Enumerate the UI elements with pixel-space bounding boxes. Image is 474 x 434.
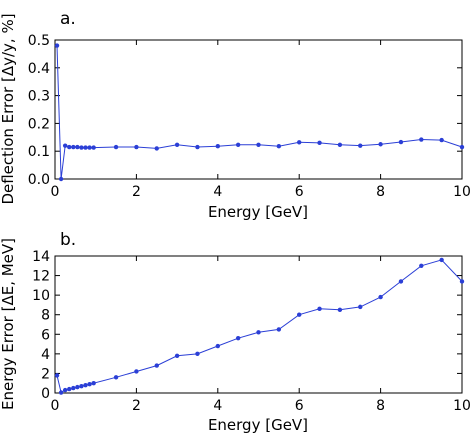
panel-b-series <box>54 257 465 395</box>
panel-a-x-axis-label: Energy [GeV] <box>208 203 308 221</box>
panel-a-data-point <box>235 142 241 148</box>
panel-a-y-tick-label: 0.4 <box>28 61 50 77</box>
panel-a-x-tick-label: 0 <box>51 184 60 200</box>
panel-a-data-point <box>134 144 139 150</box>
panel-b-data-point <box>87 381 92 387</box>
panel-a-data-point <box>154 146 159 151</box>
panel-b-data-point <box>83 382 88 388</box>
panel-a-data-point <box>195 144 200 150</box>
panel-b-label: b. <box>60 230 76 250</box>
panel-b-x-tick-label: 4 <box>213 398 222 414</box>
panel-b-data-point <box>174 353 180 359</box>
panel-b-plot-frame <box>54 255 463 394</box>
panel-b-x-tick-label: 8 <box>376 398 385 414</box>
panel-b-data-point <box>91 381 96 386</box>
panel-b-data-point <box>215 343 220 349</box>
panel-a-data-point <box>459 144 465 150</box>
panel-b-y-tick-label: 0 <box>41 386 50 402</box>
panel-a: a. 0 2 4 6 8 10 0.0 0.1 0.2 0.3 0.4 0.5 Energy [GeV… <box>0 9 471 221</box>
panel-a-data-point <box>398 139 404 145</box>
panel-b-x-tick-label: 0 <box>51 398 60 414</box>
panel-a-data-point <box>79 145 84 150</box>
panel-b-data-point <box>79 383 84 389</box>
panel-b-y-tick-label: 6 <box>41 327 50 343</box>
panel-b-data-point <box>195 351 200 357</box>
panel-a-data-point <box>75 144 80 150</box>
panel-a-data-point <box>439 137 444 143</box>
panel-a-y-tick-label: 0.1 <box>28 144 50 160</box>
panel-a-x-tick-label: 4 <box>213 184 222 200</box>
panel-b-data-point <box>459 279 465 284</box>
panel-b-data-point <box>378 294 383 300</box>
panel-a-ticks: 0 2 4 6 8 10 0.0 0.1 0.2 0.3 0.4 0.5 <box>28 33 471 200</box>
panel-b-data-point <box>276 327 282 332</box>
panel-b-data-point <box>67 386 72 392</box>
panel-b-data-point <box>337 307 343 313</box>
panel-b-y-axis-label: Energy Error [ΔE, MeV] <box>0 238 17 410</box>
panel-a-data-point <box>113 144 119 150</box>
panel-a-data-point <box>83 145 88 150</box>
panel-a-label: a. <box>60 9 76 29</box>
panel-b-x-tick-label: 6 <box>295 398 304 414</box>
panel-a-data-point <box>317 140 322 146</box>
panel-b-y-tick-label: 4 <box>41 347 50 363</box>
panel-b-data-point <box>317 306 322 312</box>
panel-b-data-point <box>439 257 444 263</box>
panel-b-data-point <box>398 279 404 284</box>
panel-b-data-point <box>134 369 139 374</box>
panel-a-data-point <box>71 144 76 150</box>
panel-b-y-tick-label: 10 <box>32 288 50 304</box>
panel-a-data-point <box>297 140 302 145</box>
panel-b-data-point <box>54 373 60 378</box>
panel-a-y-axis-label: Deflection Error [Δy/y, %] <box>0 13 17 204</box>
panel-b-x-tick-label: 10 <box>453 398 471 414</box>
panel-b-data-point <box>58 390 64 395</box>
panel-b-data-point <box>358 304 363 310</box>
panel-b-data-point <box>154 363 159 368</box>
panel-a-data-point <box>91 145 96 150</box>
panel-b-data-point <box>62 387 68 393</box>
panel-a-y-tick-label: 0.5 <box>28 33 50 49</box>
panel-a-y-tick-label: 0.2 <box>28 116 50 132</box>
panel-b-x-axis-label: Energy [GeV] <box>208 416 308 434</box>
panel-b-y-tick-label: 14 <box>32 249 50 265</box>
panel-b-data-point <box>113 375 119 380</box>
panel-a-plot-frame <box>54 39 463 180</box>
panel-a-data-point <box>276 143 282 149</box>
panel-b-data-point <box>297 312 302 317</box>
panel-a-data-point <box>67 144 72 150</box>
panel-b-y-tick-label: 12 <box>32 269 50 285</box>
panel-a-data-point <box>419 137 424 142</box>
panel-a-x-tick-label: 6 <box>295 184 304 200</box>
panel-a-x-tick-label: 2 <box>132 184 141 200</box>
panel-a-data-point <box>174 142 180 148</box>
panel-a-data-point <box>378 142 383 147</box>
panel-a-data-point <box>54 43 60 48</box>
panel-a-data-point <box>58 176 64 182</box>
panel-b-y-tick-label: 2 <box>41 366 50 382</box>
panel-a-x-tick-label: 10 <box>453 184 471 200</box>
panel-a-y-tick-label: 0.0 <box>28 172 50 188</box>
panel-a-series <box>54 43 465 182</box>
panel-a-series-line <box>56 45 463 180</box>
panel-b-y-tick-label: 8 <box>41 308 50 324</box>
panel-b-data-point <box>235 336 241 341</box>
panel-a-data-point <box>256 142 261 148</box>
panel-a-data-point <box>337 142 343 148</box>
panel-b-data-point <box>419 263 424 268</box>
panel-a-data-point <box>215 143 220 149</box>
panel-a-x-tick-label: 8 <box>376 184 385 200</box>
panel-b-data-point <box>256 330 261 335</box>
panel-a-data-point <box>62 143 68 148</box>
panel-a-data-point <box>87 145 92 150</box>
panel-a-data-point <box>358 143 363 148</box>
panel-a-y-tick-label: 0.3 <box>28 89 50 105</box>
panel-b-x-tick-label: 2 <box>132 398 141 414</box>
panel-b-data-point <box>75 384 80 390</box>
panel-b-data-point <box>71 385 76 391</box>
